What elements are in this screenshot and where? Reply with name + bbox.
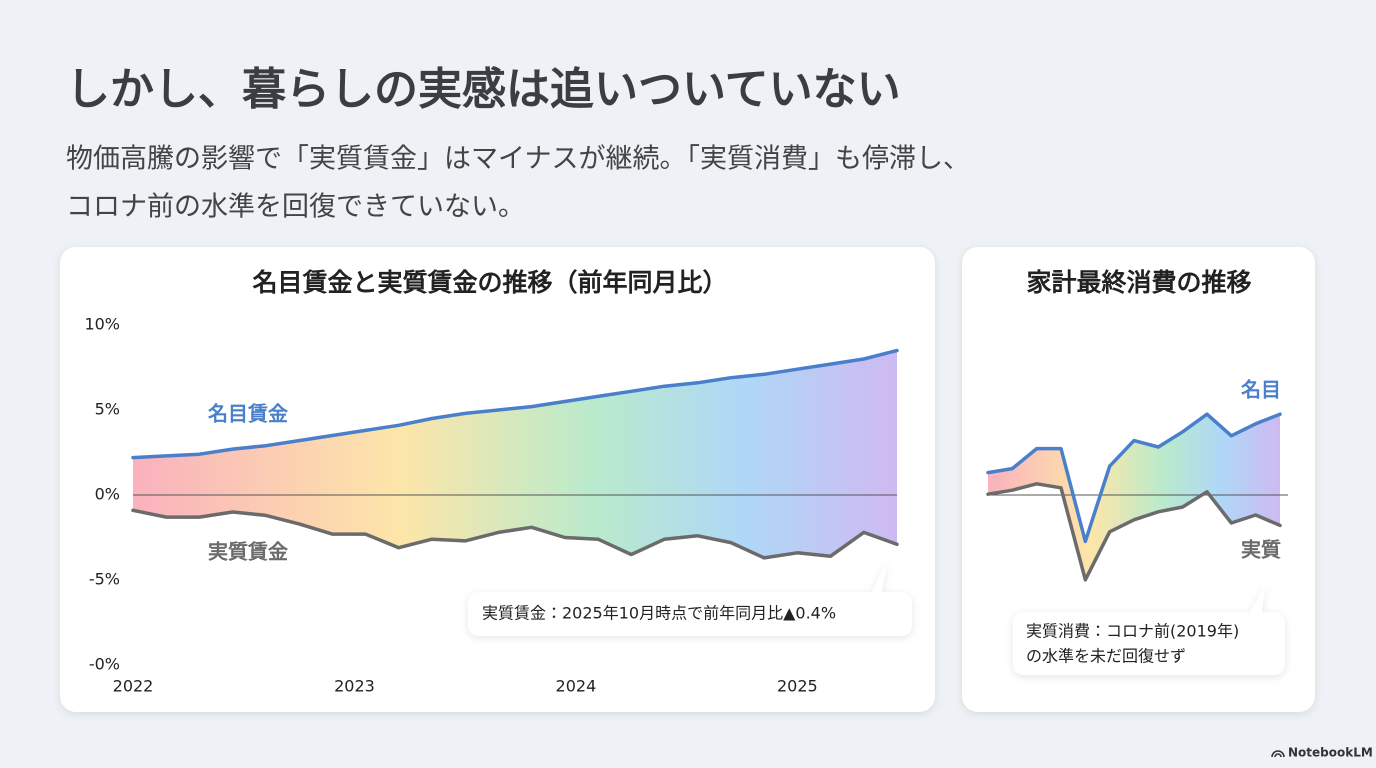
y-tick-label: 0% xyxy=(95,485,120,504)
logo-icon xyxy=(1271,750,1285,758)
slide-title: しかし、暮らしの実感は追いついていない xyxy=(66,64,901,115)
y-tick-label: 10% xyxy=(84,315,120,334)
chart-title: 家計最終消費の推移 xyxy=(1026,268,1251,297)
annotation: 実質賃金：2025年10月時点で前年同月比▲0.4% xyxy=(482,604,836,623)
x-tick-label: 2024 xyxy=(556,677,597,696)
series-line xyxy=(131,508,899,560)
area-fill xyxy=(133,350,897,558)
area-fill xyxy=(988,414,1280,580)
series-label: 名目賃金 xyxy=(208,402,288,426)
y-tick-label: -0% xyxy=(89,655,120,674)
series-label: 実質 xyxy=(1241,538,1281,562)
series-label: 実質賃金 xyxy=(208,540,288,564)
x-tick-label: 2022 xyxy=(113,677,154,696)
series-line xyxy=(986,412,1282,544)
subtitle-line: 物価高騰の影響で「実質賃金」はマイナスが継続。「実質消費」も停滞し、 xyxy=(66,144,970,175)
x-tick-label: 2025 xyxy=(777,677,818,696)
y-tick-label: 5% xyxy=(95,400,120,419)
series-line xyxy=(986,482,1282,582)
callout xyxy=(468,560,912,636)
callout-box xyxy=(468,560,912,636)
x-tick-label: 2023 xyxy=(334,677,375,696)
series-line xyxy=(131,348,899,460)
plots: 10% 5% 0% -5% -0% 2022 2023 2024 2025 xyxy=(84,315,1288,696)
callout-box xyxy=(1013,585,1285,675)
series-label: 名目 xyxy=(1241,378,1281,402)
subtitle-line: コロナ前の水準を回復できていない。 xyxy=(66,192,525,223)
annotation: 実質消費：コロナ前(2019年) xyxy=(1026,622,1239,641)
footer-brand: NotebookLM xyxy=(1288,746,1373,760)
chart-title: 名目賃金と実質賃金の推移（前年同月比） xyxy=(252,268,727,297)
callout xyxy=(1013,585,1285,675)
annotation: の水準を未だ回復せず xyxy=(1026,647,1186,666)
y-tick-label: -5% xyxy=(89,570,120,589)
